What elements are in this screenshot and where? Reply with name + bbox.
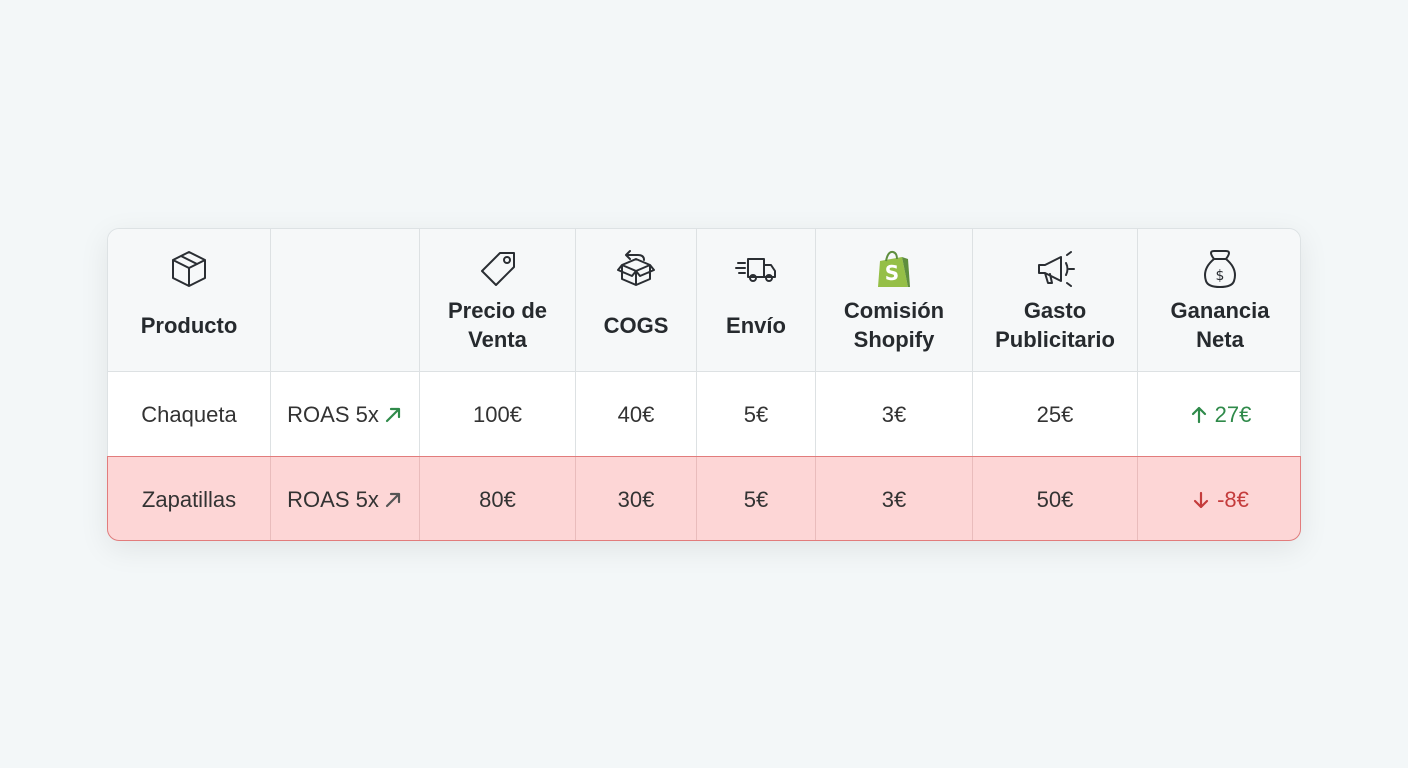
cell-text: 30€ — [617, 486, 655, 512]
header-cell: Gasto Publicitario — [973, 229, 1138, 372]
cell-text: 27€ — [1214, 401, 1252, 427]
cell-text: Chaqueta — [141, 401, 237, 427]
header-cell: $ Ganancia Neta — [1138, 229, 1300, 372]
header-icon — [476, 247, 520, 291]
trend-arrow — [383, 405, 403, 425]
header-icon — [167, 247, 211, 291]
header-cell: Producto — [108, 229, 271, 372]
header-cell: COGS — [576, 229, 697, 372]
header-icon: $ — [1198, 247, 1242, 291]
header-cell: Envío — [697, 229, 816, 372]
table-cell: ROAS 5x — [271, 457, 420, 540]
cell-text: -8€ — [1217, 486, 1249, 512]
header-icon — [1033, 247, 1077, 291]
svg-text:$: $ — [1216, 268, 1225, 284]
cell-text: 5€ — [743, 401, 769, 427]
cell-text: 25€ — [1036, 401, 1074, 427]
table-cell: 30€ — [576, 457, 697, 540]
header-cell — [271, 229, 420, 372]
header-text: Producto — [140, 312, 238, 338]
header-text: Comisión Shopify — [843, 298, 945, 352]
table-cell: 27€ — [1138, 372, 1300, 457]
header-icon: S — [872, 247, 916, 291]
table-cell: Chaqueta — [108, 372, 271, 457]
table-cell: 80€ — [420, 457, 576, 540]
header-text: Ganancia Neta — [1170, 298, 1270, 352]
cell-text: 3€ — [881, 486, 907, 512]
cell-text: 80€ — [479, 486, 516, 512]
table-cell: Zapatillas — [108, 457, 271, 540]
header-text: Precio de Venta — [447, 298, 548, 352]
table-cell: 50€ — [973, 457, 1138, 540]
header-cell: S Comisión Shopify — [816, 229, 973, 372]
header-icon — [614, 247, 658, 291]
header-text: COGS — [603, 312, 669, 338]
cell-text: ROAS 5x — [287, 401, 379, 427]
table-cell: 25€ — [973, 372, 1138, 457]
profit-arrow — [1191, 490, 1211, 510]
cell-text: 3€ — [881, 401, 907, 427]
table-cell: 3€ — [816, 372, 973, 457]
table-cell: 40€ — [576, 372, 697, 457]
header-text: Gasto Publicitario — [995, 298, 1115, 352]
table-cell: ROAS 5x — [271, 372, 420, 457]
trend-arrow — [383, 490, 403, 510]
cell-text: ROAS 5x — [287, 486, 379, 512]
cell-text: Zapatillas — [141, 486, 237, 512]
header-icon — [734, 247, 778, 291]
table-cell: -8€ — [1138, 457, 1300, 540]
cell-text: 100€ — [473, 401, 522, 427]
svg-text:S: S — [885, 261, 899, 285]
cell-text: 40€ — [617, 401, 655, 427]
profit-arrow — [1189, 405, 1209, 425]
header-cell: Precio de Venta — [420, 229, 576, 372]
table-cell: 5€ — [697, 372, 816, 457]
profit-table: Producto Precio de Venta COGS Envío S Comisió… — [107, 228, 1301, 541]
table-cell: 100€ — [420, 372, 576, 457]
cell-text: 50€ — [1036, 486, 1074, 512]
header-text: Envío — [726, 312, 786, 338]
table-cell: 3€ — [816, 457, 973, 540]
cell-text: 5€ — [743, 486, 769, 512]
table-cell: 5€ — [697, 457, 816, 540]
